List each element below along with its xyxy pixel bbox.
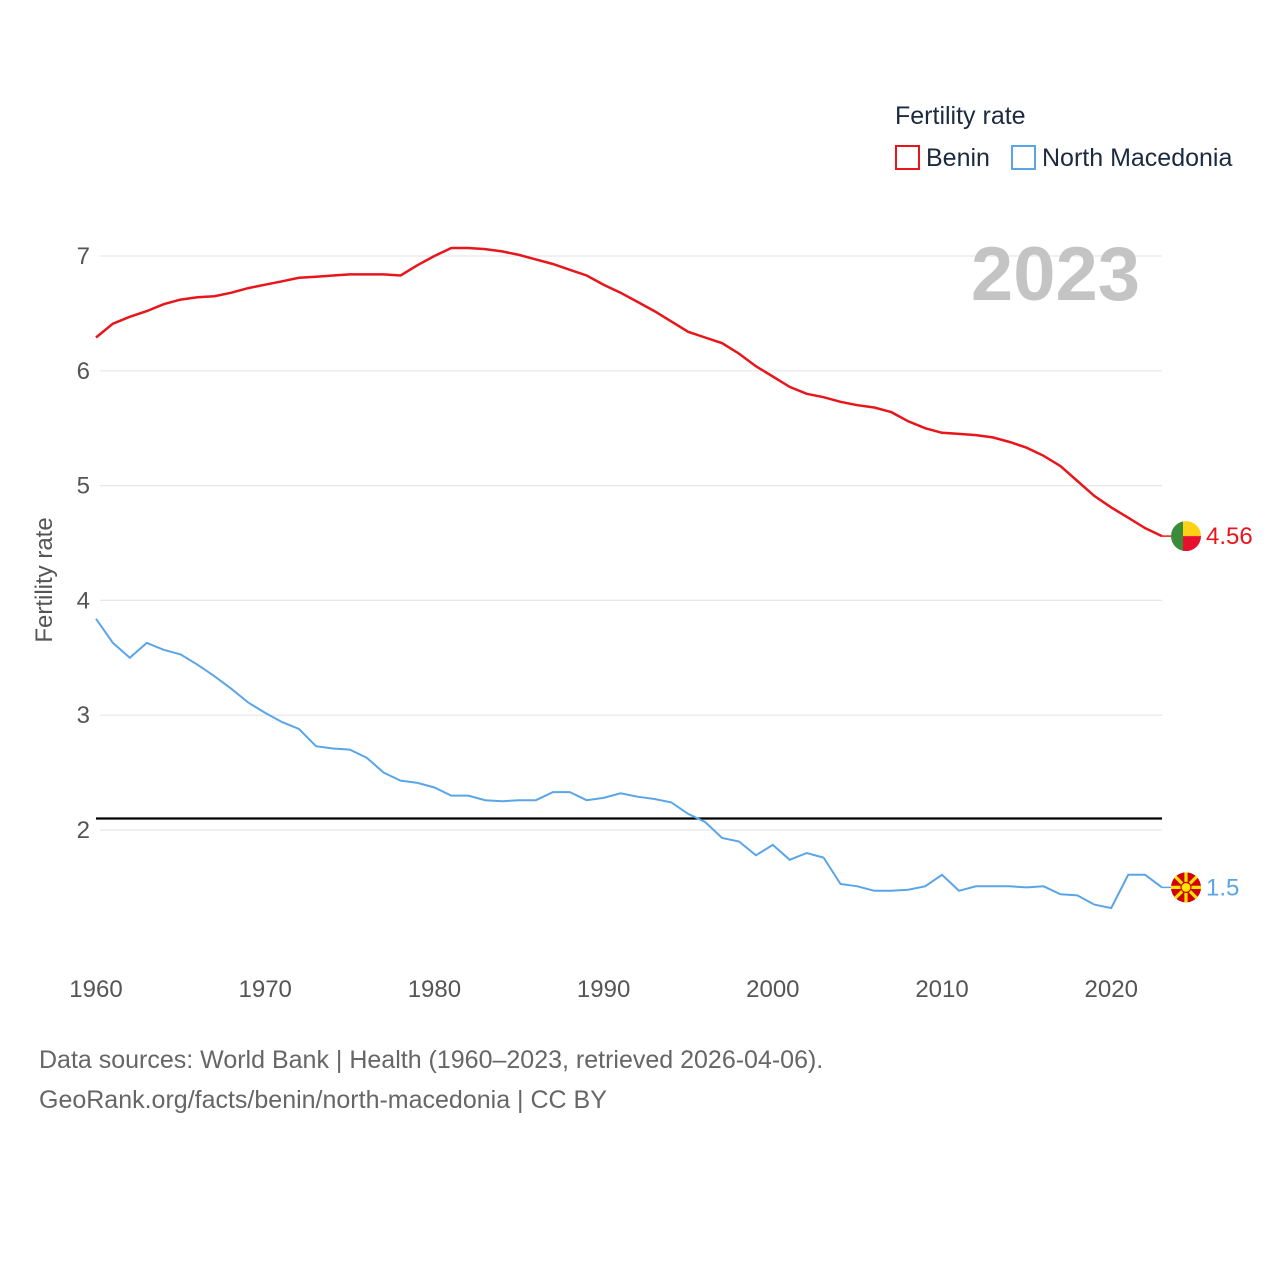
y-tick-label: 3 [77, 702, 90, 729]
x-tick-label: 1960 [69, 976, 122, 1003]
y-tick-label: 5 [77, 473, 90, 500]
year-overlay: 2023 [971, 232, 1140, 317]
series-line-benin[interactable] [95, 246, 1163, 538]
y-axis-ticks: 2 3 4 5 6 7 [77, 243, 90, 844]
legend-title: Fertility rate [895, 102, 1026, 130]
y-axis-label: Fertility rate [31, 517, 58, 642]
legend-label-north-macedonia: North Macedonia [1042, 144, 1232, 172]
grid-lines [100, 255, 1162, 831]
legend: Fertility rate Benin North Macedonia [895, 102, 1232, 172]
series-line-north-macedonia[interactable] [95, 618, 1163, 910]
end-marker-north-macedonia: 1.5 [1162, 872, 1239, 903]
legend-item-benin[interactable]: Benin [895, 144, 990, 172]
north-macedonia-flag-icon [1171, 872, 1201, 903]
x-tick-label: 2020 [1085, 976, 1138, 1003]
y-tick-label: 4 [77, 587, 90, 614]
y-tick-label: 7 [77, 243, 90, 270]
x-tick-label: 2010 [915, 976, 968, 1003]
end-value-north-macedonia: 1.5 [1206, 874, 1239, 901]
x-tick-label: 1970 [239, 976, 292, 1003]
legend-label-benin: Benin [926, 144, 990, 172]
end-marker-benin: 4.56 [1162, 521, 1253, 552]
x-tick-label: 1980 [408, 976, 461, 1003]
legend-swatch-benin [895, 145, 920, 170]
legend-swatch-north-macedonia [1011, 145, 1036, 170]
source-text-line1: Data sources: World Bank | Health (1960–… [39, 1046, 823, 1074]
end-value-benin: 4.56 [1206, 523, 1253, 550]
source-text-line2[interactable]: GeoRank.org/facts/benin/north-macedonia … [39, 1086, 607, 1114]
y-tick-label: 6 [77, 358, 90, 385]
legend-item-north-macedonia[interactable]: North Macedonia [1011, 144, 1232, 172]
benin-flag-icon [1171, 521, 1201, 552]
x-tick-label: 1990 [577, 976, 630, 1003]
y-tick-label: 2 [77, 817, 90, 844]
x-axis-ticks: 1960 1970 1980 1990 2000 2010 2020 [69, 976, 1138, 1003]
x-tick-label: 2000 [746, 976, 799, 1003]
